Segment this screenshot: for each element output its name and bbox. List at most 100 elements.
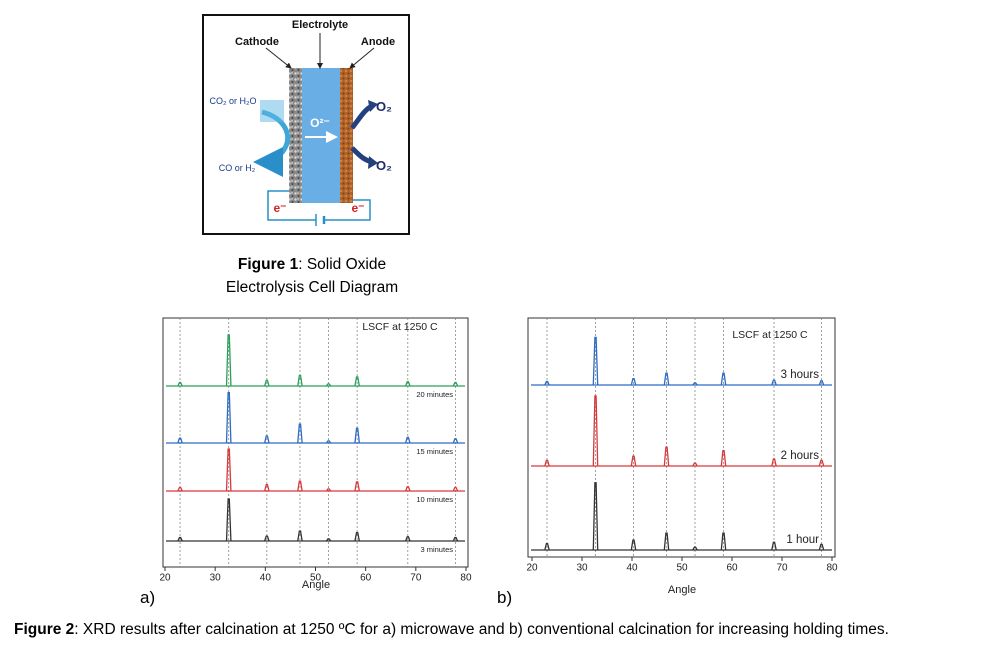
- peak: [225, 498, 232, 542]
- series-label: 20 minutes: [416, 390, 453, 399]
- figure1-caption-line: Electrolysis Cell Diagram: [226, 279, 398, 296]
- circuit: [267, 190, 371, 221]
- electrolyte-label: Electrolyte: [292, 19, 348, 31]
- peak: [297, 480, 303, 492]
- anode-label: Anode: [361, 36, 395, 48]
- oxygen-label: O₂: [376, 99, 392, 114]
- peak: [177, 381, 183, 387]
- peak: [404, 536, 411, 542]
- peak: [692, 382, 698, 386]
- peak: [177, 486, 183, 492]
- output-gas-label: CO or H₂: [219, 163, 256, 173]
- chart-title: LSCF at 1250 C: [362, 321, 438, 333]
- peak: [630, 455, 637, 467]
- ion-label: O²⁻: [310, 116, 330, 130]
- electron-label: e⁻: [273, 201, 286, 215]
- peak: [404, 436, 411, 444]
- peak: [297, 374, 303, 387]
- cathode-arrow: [265, 47, 292, 69]
- peak: [297, 423, 303, 444]
- chart-title: LSCF at 1250 C: [732, 329, 808, 341]
- panel-label: b): [497, 588, 512, 607]
- peak: [544, 459, 550, 467]
- figure2-caption: Figure 2: XRD results after calcination …: [14, 621, 889, 638]
- peak: [544, 380, 550, 386]
- x-axis-label: Angle: [668, 584, 696, 596]
- x-tick-label: 70: [776, 563, 788, 574]
- cathode-layer: [289, 68, 302, 203]
- peak: [264, 484, 270, 492]
- electrolyte-layer: [302, 68, 340, 203]
- peak: [663, 372, 670, 386]
- peak: [264, 435, 270, 444]
- peak: [771, 379, 777, 386]
- peak: [544, 543, 550, 551]
- peak: [404, 381, 411, 387]
- peak: [225, 448, 232, 492]
- peak: [452, 486, 459, 492]
- peak: [264, 379, 270, 387]
- peak: [225, 391, 232, 444]
- peak: [452, 381, 459, 387]
- x-tick-label: 80: [826, 563, 838, 574]
- oxygen-arrowhead-top: [368, 100, 378, 112]
- peak: [354, 376, 360, 387]
- peak: [771, 541, 777, 551]
- x-tick-label: 50: [676, 563, 688, 574]
- peak: [630, 539, 637, 551]
- peak: [354, 427, 360, 444]
- x-tick-label: 30: [576, 563, 588, 574]
- peak: [771, 458, 777, 467]
- series-label: 2 hours: [781, 450, 820, 462]
- x-tick-label: 50: [310, 573, 322, 584]
- peak: [592, 395, 599, 467]
- input-gas-label: CO₂ or H₂O: [210, 96, 257, 106]
- chart: 20 30 40 50 60 70 80 Angle LSCF at 1250 C a) 3 min…: [140, 317, 472, 607]
- x-tick-label: 20: [159, 573, 171, 584]
- peak: [720, 532, 727, 551]
- peak: [452, 536, 459, 542]
- x-tick-label: 40: [260, 573, 272, 584]
- series-label: 10 minutes: [416, 495, 453, 504]
- panel-label: a): [140, 588, 155, 607]
- cathode-label: Cathode: [235, 36, 279, 48]
- peak: [818, 459, 825, 467]
- peak: [818, 543, 825, 551]
- plot-frame: [527, 317, 836, 558]
- peak: [404, 486, 411, 492]
- diagram: Electrolyte Cathode Anode CO₂ or H₂O CO …: [202, 14, 410, 235]
- chart: 20 30 40 50 60 70 80 Angle LSCF at 1250 C b) 1 hou…: [497, 317, 838, 607]
- figure1-caption: Figure 1: Solid Oxide: [238, 256, 386, 273]
- peak: [663, 532, 670, 551]
- series-label: 1 hour: [786, 534, 819, 546]
- series-label: 3 hours: [781, 369, 820, 381]
- peak: [297, 530, 303, 542]
- peak: [452, 438, 459, 444]
- caption-label: Figure 2: [14, 621, 74, 638]
- caption-text: : XRD results after calcination at 1250 …: [74, 621, 889, 638]
- x-tick-label: 70: [410, 573, 422, 584]
- peak: [325, 488, 332, 492]
- x-tick-label: 60: [360, 573, 372, 584]
- peak: [325, 440, 332, 444]
- anode-layer: [340, 68, 353, 203]
- oxygen-arrowhead-bottom: [368, 156, 378, 169]
- oxygen-label: O₂: [376, 158, 392, 173]
- x-tick-label: 30: [210, 573, 222, 584]
- peak: [818, 380, 825, 386]
- anode-arrow: [349, 47, 375, 69]
- peak: [325, 538, 332, 542]
- peak: [720, 449, 727, 467]
- gas-mesh: [260, 100, 284, 122]
- x-tick-label: 40: [626, 563, 638, 574]
- electron-label: e⁻: [351, 201, 364, 215]
- x-tick-label: 80: [460, 573, 472, 584]
- x-axis-label: Angle: [302, 579, 330, 591]
- series-label: 15 minutes: [416, 447, 453, 456]
- peak: [325, 383, 332, 387]
- peak: [177, 536, 183, 542]
- peak: [692, 462, 698, 467]
- x-tick-label: 60: [726, 563, 738, 574]
- peak: [663, 446, 670, 467]
